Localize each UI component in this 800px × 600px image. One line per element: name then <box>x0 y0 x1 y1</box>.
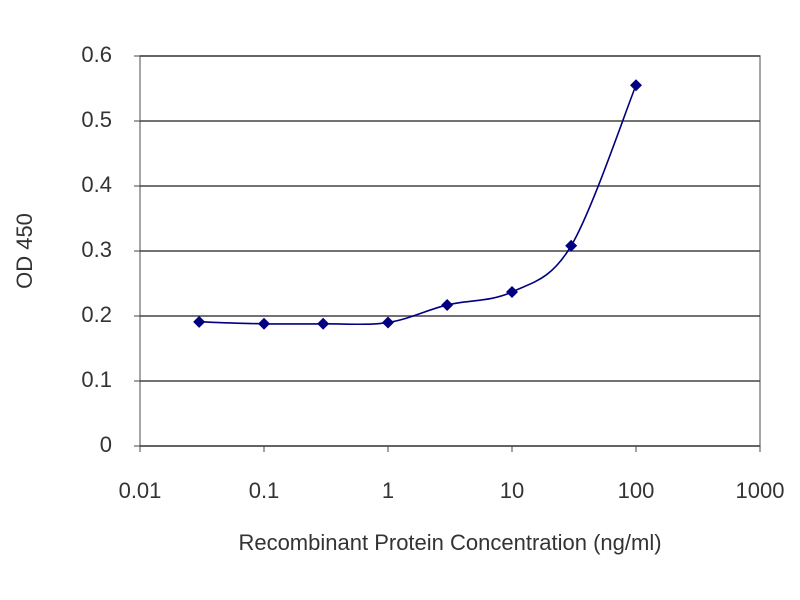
x-tick-label: 0.1 <box>249 478 280 503</box>
x-tick-label: 1 <box>382 478 394 503</box>
y-tick-label: 0.2 <box>81 302 112 327</box>
x-tick-label: 0.01 <box>119 478 162 503</box>
x-tick-label: 10 <box>500 478 524 503</box>
y-tick-label: 0.3 <box>81 237 112 262</box>
y-tick-label: 0.4 <box>81 172 112 197</box>
x-tick-label: 1000 <box>736 478 785 503</box>
y-tick-label: 0.1 <box>81 367 112 392</box>
y-axis-label: OD 450 <box>12 213 37 289</box>
line <box>199 84 637 326</box>
y-tick-label: 0.5 <box>81 107 112 132</box>
x-axis-label: Recombinant Protein Concentration (ng/ml… <box>238 530 661 555</box>
marker <box>193 315 206 328</box>
x-tick-label: 100 <box>618 478 655 503</box>
marker <box>382 316 394 329</box>
marker <box>565 239 578 252</box>
y-tick-label: 0 <box>100 432 112 457</box>
marker <box>630 79 642 92</box>
marker <box>506 285 518 298</box>
marker <box>258 317 270 330</box>
y-tick-label: 0.6 <box>81 42 112 67</box>
marker <box>317 317 330 330</box>
marker <box>441 298 454 311</box>
